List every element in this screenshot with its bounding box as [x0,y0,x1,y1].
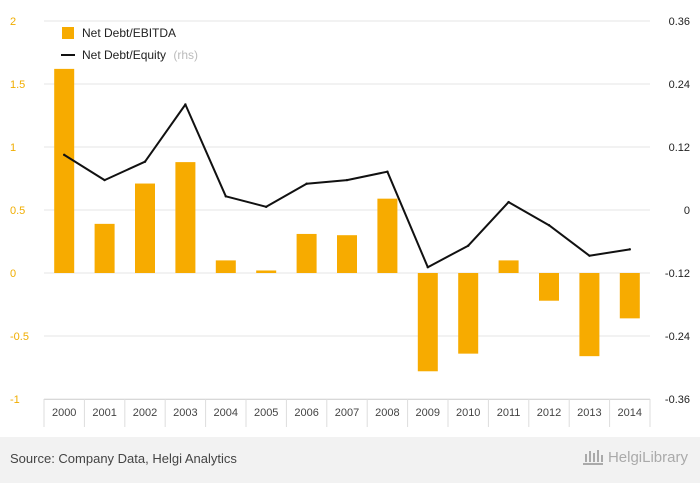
x-tick-label: 2004 [214,407,238,419]
x-tick-label: 2014 [618,407,642,419]
right-tick-label: 0 [684,205,690,217]
left-tick-label: -0.5 [10,331,29,343]
x-tick-label: 2010 [456,407,480,419]
bar-2006 [296,233,317,273]
left-tick-label: -1 [10,394,20,406]
bar-2000 [54,68,75,273]
x-tick-label: 2001 [92,407,116,419]
library-building-icon [582,450,603,465]
line-point-2004 [224,195,227,198]
x-tick-label: 2008 [375,407,399,419]
bar-2014 [619,273,640,319]
line-point-2006 [305,182,308,185]
legend-label-bar: Net Debt/EBITDA [82,26,176,40]
right-tick-label: -0.12 [665,268,690,280]
x-tick-label: 2012 [537,407,561,419]
svg-text:Net Debt/Equity (rhs): Net Debt/Equity (rhs) [82,48,198,62]
line-point-2003 [184,103,187,106]
line-point-2007 [345,178,349,182]
line-point-2012 [547,224,551,227]
x-axis: 2000 2001 2002 2003 2004 2005 2006 2007 2008 2009… [43,399,651,427]
bar-2010 [458,273,479,354]
x-tick-label: 2000 [52,407,76,419]
legend-label-line: Net Debt/Equity [82,48,166,62]
left-tick-label: 0.5 [10,205,25,217]
x-tick-label: 2007 [335,407,359,419]
right-tick-label: 0.12 [669,142,690,154]
source-text: Source: Company Data, Helgi Analytics [10,451,237,466]
right-tick-label: -0.24 [665,331,690,343]
bar-2003 [175,162,196,273]
legend-swatch-bar [62,27,74,39]
right-axis: -0.36 -0.24 -0.12 0 0.12 0.24 0.36 [665,16,690,406]
left-tick-label: 2 [10,16,16,28]
line-point-2010 [467,244,470,247]
left-tick-label: 1 [10,142,16,154]
x-tick-label: 2006 [294,407,318,419]
line-point-2002 [143,160,147,163]
line-point-2000 [62,153,66,157]
footer: Source: Company Data, Helgi Analytics He… [0,437,700,483]
line-point-2013 [588,254,591,257]
helgi-library-logo[interactable]: HelgiLibrary [582,448,688,466]
right-tick-label: 0.36 [669,16,690,28]
bar-2008 [377,198,398,273]
x-tick-label: 2011 [497,407,521,419]
line-point-2005 [265,205,268,209]
bar-2001 [94,223,115,273]
bar-2011 [498,260,519,273]
right-tick-label: -0.36 [665,394,690,406]
right-tick-label: 0.24 [669,79,690,91]
bar-2013 [579,273,600,357]
logo-text: HelgiLibrary [607,448,688,466]
x-tick-label: 2005 [254,407,278,419]
x-tick-label: 2013 [577,407,601,419]
bar-2002 [135,183,155,273]
combo-chart: -1 -0.5 0 0.5 1 1.5 2 -0.36 -0.24 -0.12 0 0.12 0.24… [10,16,690,427]
bar-2007 [337,235,357,273]
x-tick-label: 2003 [173,407,197,419]
left-axis: -1 -0.5 0 0.5 1 1.5 2 [10,16,29,406]
legend: Net Debt/EBITDA Net Debt/Equity (rhs) [61,26,198,62]
x-axis-line [44,399,650,400]
grid-lines [44,20,650,400]
line-point-2001 [103,178,106,182]
bar-2009 [417,273,438,372]
bar-2005 [256,270,277,273]
line-point-2009 [426,266,429,269]
left-tick-label: 1.5 [10,79,25,91]
line-series [62,103,631,269]
bar-series [54,68,640,372]
legend-label-line-note: (rhs) [173,48,198,62]
x-tick-label: 2002 [133,407,157,419]
line-point-2008 [386,170,389,173]
bar-2012 [539,273,559,301]
left-tick-label: 0 [10,268,16,280]
bar-2004 [215,260,236,273]
x-tick-label: 2009 [416,407,440,419]
line-point-2011 [507,200,510,204]
line-point-2014 [628,248,631,251]
